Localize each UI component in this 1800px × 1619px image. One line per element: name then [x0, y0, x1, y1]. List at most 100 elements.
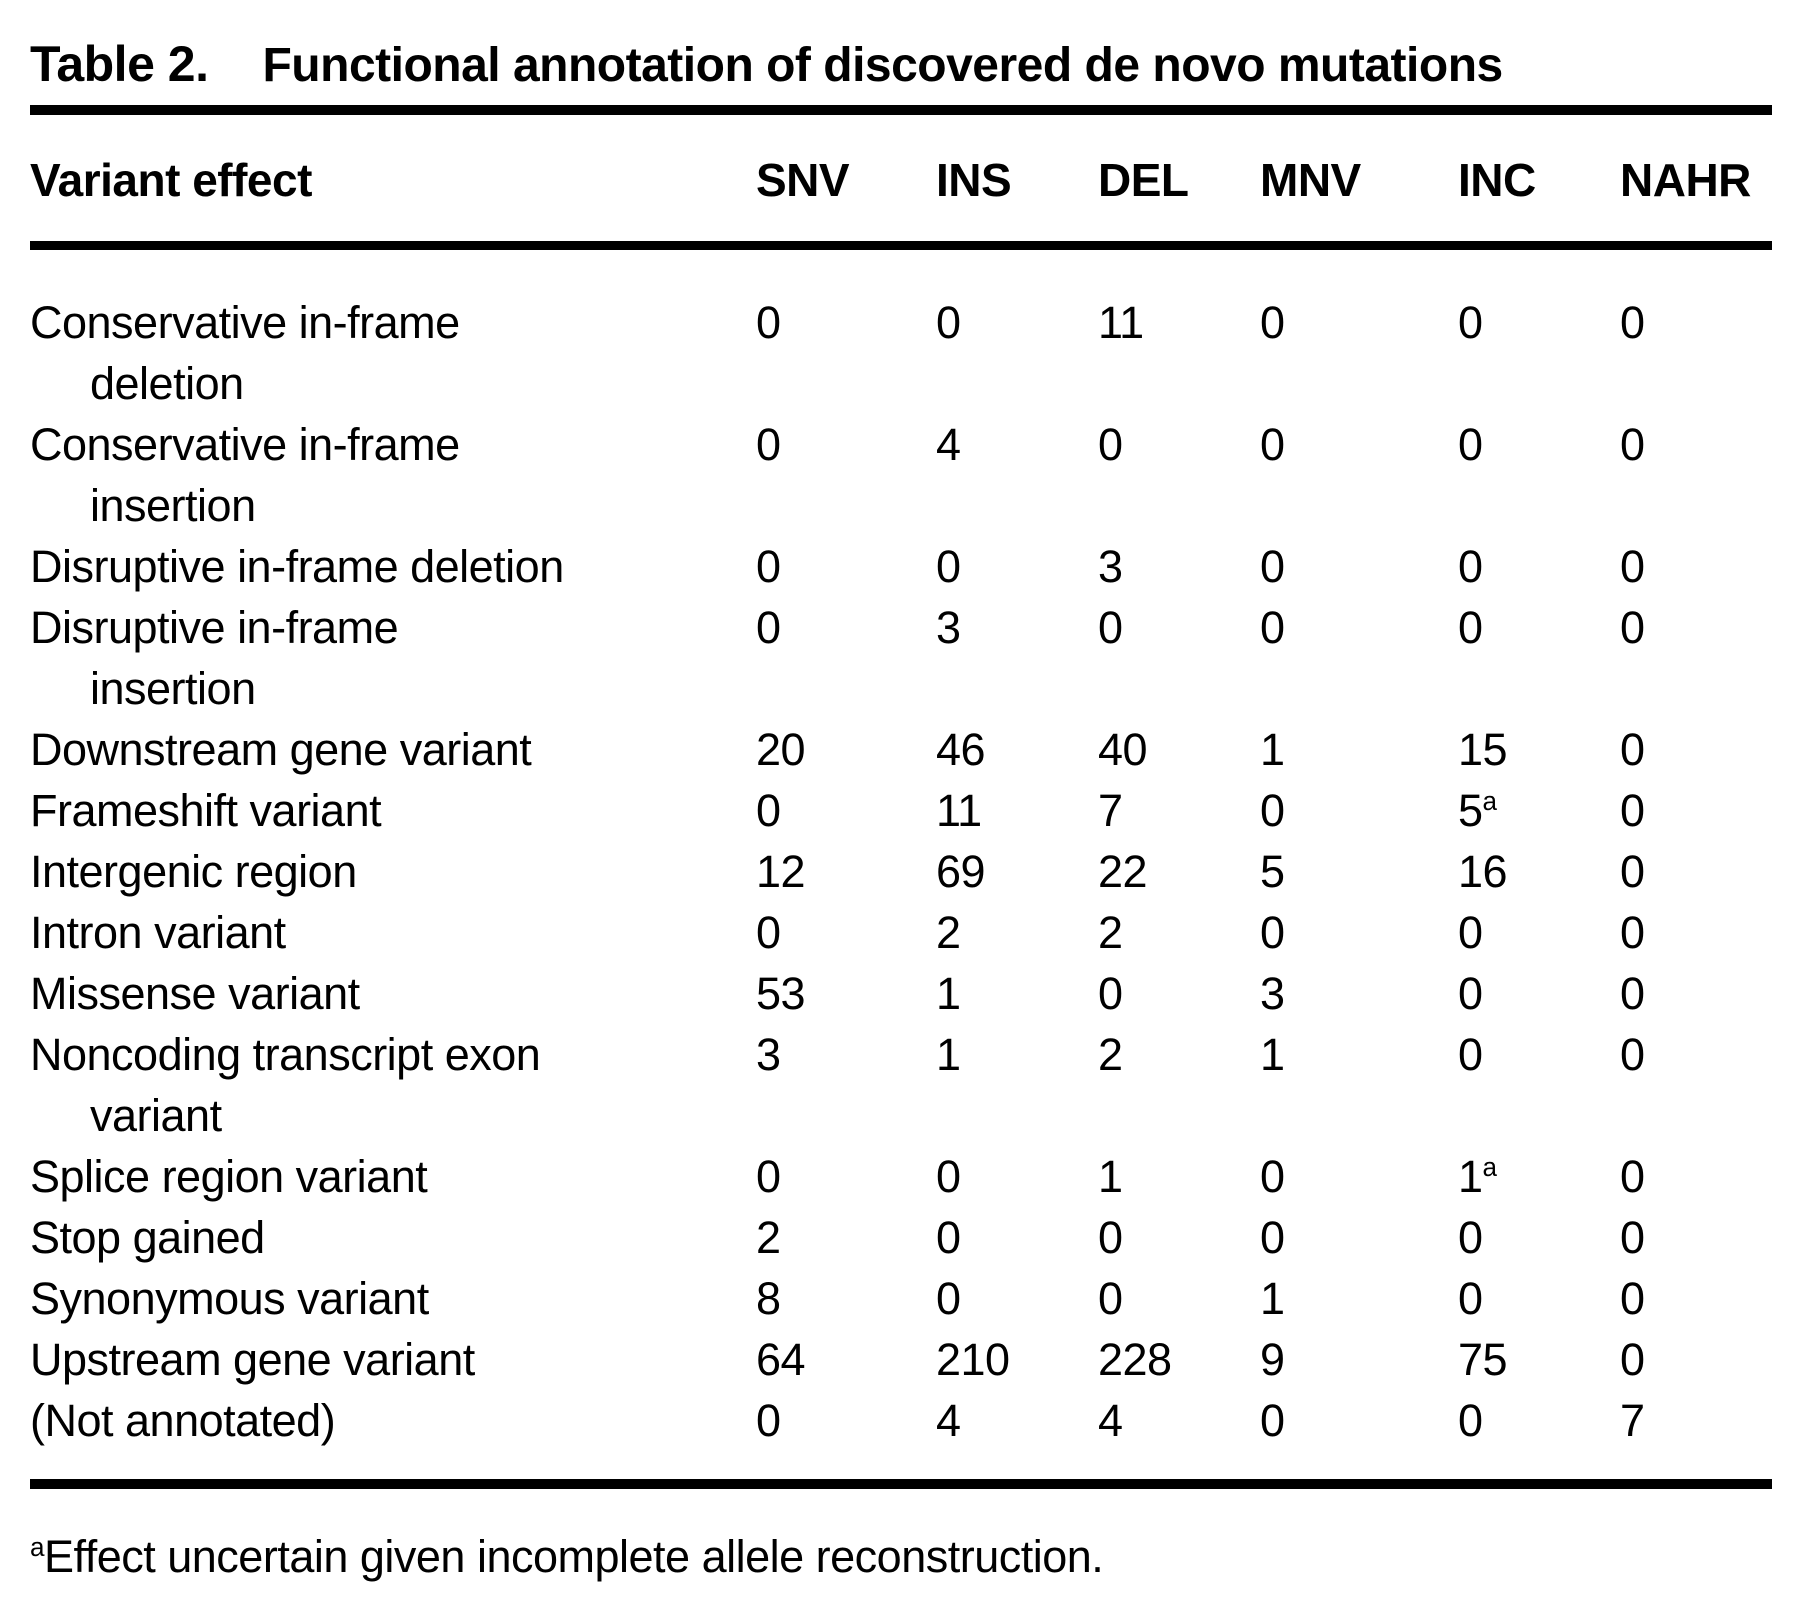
annotation-table: Variant effect SNV INS DEL MNV INC NAHR … [30, 105, 1772, 1489]
table-row: Intron variant 0 2 2 0 0 0 [30, 902, 1772, 963]
value-cell: 22 [1098, 846, 1148, 897]
value-cell: 3 [756, 1029, 781, 1080]
value-cell: 0 [1098, 968, 1123, 1019]
footnote-text: Effect uncertain given incomplete allele… [44, 1531, 1104, 1582]
value-cell: 0 [1260, 297, 1285, 348]
value-cell: 0 [1620, 846, 1645, 897]
value-cell: 2 [936, 907, 961, 958]
value-cell: 0 [1620, 1334, 1645, 1385]
value-cell: 0 [756, 419, 781, 470]
header-del: DEL [1098, 110, 1260, 250]
value-cell: 0 [756, 541, 781, 592]
header-ins: INS [936, 110, 1098, 250]
table-row: Intergenic region 12 69 22 5 16 0 [30, 841, 1772, 902]
value-cell: 9 [1260, 1334, 1285, 1385]
value-cell: 4 [1098, 1395, 1123, 1446]
row-label: Intron variant [30, 907, 286, 958]
row-label: (Not annotated) [30, 1395, 336, 1446]
value-cell: 4 [936, 419, 961, 470]
row-label: Stop gained [30, 1212, 265, 1263]
footnote-marker: a [1482, 1152, 1498, 1182]
value-cell: 0 [936, 541, 961, 592]
table-caption: Functional annotation of discovered de n… [262, 39, 1503, 92]
table-row: Upstream gene variant 64 210 228 9 75 0 [30, 1329, 1772, 1390]
row-label: Splice region variant [30, 1151, 428, 1202]
value-cell: 0 [1458, 297, 1483, 348]
value-cell: 0 [1620, 785, 1645, 836]
table-row: Frameshift variant 0 11 7 0 5a 0 [30, 780, 1772, 841]
header-variant-effect: Variant effect [30, 110, 756, 250]
value-cell: 0 [1260, 785, 1285, 836]
value-cell: 0 [1620, 419, 1645, 470]
value-cell: 210 [936, 1334, 1010, 1385]
value-cell: 46 [936, 724, 986, 775]
table-row: Disruptive in-frame insertion 0 3 0 0 0 0 [30, 597, 1772, 719]
table-body: Conservative in-frame deletion 0 0 11 0 0 0 Con… [30, 246, 1772, 1485]
value-cell: 0 [936, 1212, 961, 1263]
table-number: Table 2. [30, 36, 209, 92]
value-cell: 0 [1458, 1212, 1483, 1263]
value-cell: 0 [1260, 419, 1285, 470]
table-title: Table 2. Functional annotation of discove… [30, 33, 1772, 97]
footnote: aEffect uncertain given incomplete allel… [30, 1529, 1772, 1585]
value-cell: 0 [1620, 1151, 1645, 1202]
value-cell: 0 [756, 1395, 781, 1446]
value-cell: 0 [1260, 541, 1285, 592]
value-cell: 0 [1260, 602, 1285, 653]
value-cell: 7 [1098, 785, 1123, 836]
table-row: Conservative in-frame deletion 0 0 11 0 0 0 [30, 246, 1772, 415]
value-cell: 0 [1620, 1029, 1645, 1080]
value-cell: 0 [1458, 541, 1483, 592]
row-label: Conservative in-frame insertion [30, 419, 460, 531]
value-cell: 0 [1620, 1273, 1645, 1324]
value-cell: 0 [1620, 968, 1645, 1019]
footnote-marker: a [1482, 786, 1498, 816]
value-cell: 2 [1098, 907, 1123, 958]
value-cell: 0 [1620, 907, 1645, 958]
value-cell: 0 [1260, 1151, 1285, 1202]
value-cell: 0 [1458, 1029, 1483, 1080]
value-cell: 5 [1260, 846, 1285, 897]
value-cell: 0 [756, 297, 781, 348]
header-mnv: MNV [1260, 110, 1458, 250]
value-cell: 2 [756, 1212, 781, 1263]
value-cell: 0 [756, 602, 781, 653]
value-cell: 0 [756, 785, 781, 836]
value-cell: 0 [1260, 907, 1285, 958]
value-cell: 2 [1098, 1029, 1123, 1080]
value-cell: 0 [1458, 419, 1483, 470]
value-cell: 11 [1098, 297, 1144, 348]
row-label: Conservative in-frame deletion [30, 297, 460, 409]
table-header: Variant effect SNV INS DEL MNV INC NAHR [30, 110, 1772, 250]
value-cell: 5a [1458, 785, 1498, 836]
row-label: Intergenic region [30, 846, 357, 897]
row-label: Missense variant [30, 968, 360, 1019]
value-cell: 20 [756, 724, 806, 775]
value-cell: 0 [1620, 602, 1645, 653]
value-cell: 3 [1098, 541, 1123, 592]
value-cell: 0 [1098, 419, 1123, 470]
table-row: (Not annotated) 0 4 4 0 0 7 [30, 1390, 1772, 1484]
value-cell: 0 [1620, 1212, 1645, 1263]
table-row: Synonymous variant 8 0 0 1 0 0 [30, 1268, 1772, 1329]
header-snv: SNV [756, 110, 936, 250]
value-cell: 0 [1458, 602, 1483, 653]
value-cell: 16 [1458, 846, 1508, 897]
value-cell: 1 [936, 968, 961, 1019]
value-cell: 1 [1260, 1273, 1285, 1324]
value-cell: 0 [1260, 1212, 1285, 1263]
row-label: Frameshift variant [30, 785, 382, 836]
value-cell: 11 [936, 785, 982, 836]
value-cell: 53 [756, 968, 806, 1019]
header-row: Variant effect SNV INS DEL MNV INC NAHR [30, 110, 1772, 250]
value-cell: 8 [756, 1273, 781, 1324]
value-cell: 0 [1458, 968, 1483, 1019]
value-cell: 1 [1260, 1029, 1285, 1080]
value-cell: 75 [1458, 1334, 1508, 1385]
value-cell: 15 [1458, 724, 1508, 775]
value-cell: 64 [756, 1334, 806, 1385]
value-cell: 1 [1098, 1151, 1123, 1202]
value-cell: 1 [1260, 724, 1285, 775]
value-cell: 0 [1098, 1212, 1123, 1263]
